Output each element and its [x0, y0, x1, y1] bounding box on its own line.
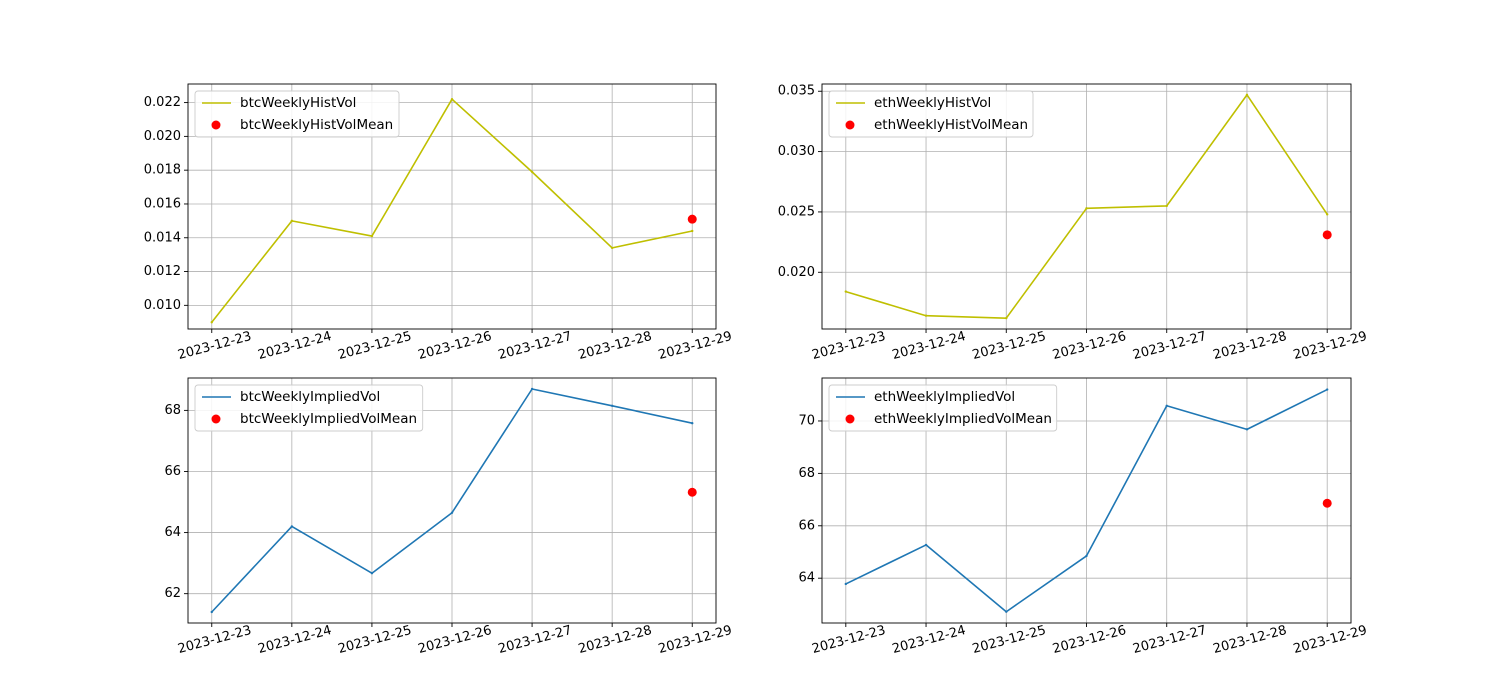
mean-point — [1322, 230, 1332, 240]
y-tick-label: 0.012 — [144, 264, 181, 279]
y-tick-label: 70 — [798, 413, 815, 428]
y-tick-label: 0.025 — [778, 204, 815, 219]
series-point — [1326, 213, 1329, 216]
legend-marker-swatch — [845, 414, 855, 424]
series-point — [290, 525, 294, 528]
legend-box — [194, 90, 400, 138]
series-point — [1245, 93, 1249, 97]
legend-marker-swatch — [845, 120, 855, 130]
y-tick-label: 66 — [798, 518, 815, 533]
mean-point — [687, 214, 697, 224]
series-point — [924, 543, 928, 547]
series-point — [691, 229, 694, 233]
y-tick-label: 0.022 — [144, 95, 181, 110]
legend-label: ethWeeklyImpliedVolMean — [874, 411, 1052, 427]
legend-label: btcWeeklyHistVol — [240, 95, 356, 111]
series-point — [1085, 207, 1088, 210]
series-point — [290, 219, 294, 223]
mean-point — [1322, 498, 1332, 508]
legend-label: ethWeeklyHistVol — [874, 95, 991, 111]
legend-label: ethWeeklyHistVolMean — [874, 117, 1028, 133]
legend-label: btcWeeklyImpliedVol — [240, 389, 380, 405]
y-tick-label: 62 — [164, 586, 181, 601]
series-point — [844, 582, 848, 586]
y-tick-label: 0.030 — [778, 144, 815, 159]
series-point — [691, 422, 694, 425]
series-point — [370, 572, 374, 575]
series-point — [610, 404, 614, 407]
series-point — [1245, 428, 1249, 431]
series-point — [924, 314, 928, 317]
legend-label: btcWeeklyHistVolMean — [240, 117, 393, 133]
series-point — [1005, 316, 1008, 320]
legend-marker-swatch — [211, 414, 221, 424]
series-point — [210, 321, 213, 324]
series-point — [530, 170, 534, 174]
y-tick-label: 68 — [798, 466, 815, 481]
y-tick-label: 0.014 — [144, 230, 181, 245]
legend-marker-swatch — [211, 120, 221, 130]
series-point — [1005, 610, 1008, 613]
y-tick-label: 0.020 — [144, 129, 181, 144]
series-point — [1165, 404, 1168, 407]
y-tick-label: 66 — [164, 464, 181, 479]
y-tick-label: 0.035 — [778, 84, 815, 99]
y-tick-label: 0.010 — [144, 298, 181, 313]
series-point — [1085, 554, 1088, 558]
series-point — [450, 98, 454, 101]
y-tick-label: 68 — [164, 403, 181, 418]
series-point — [210, 610, 213, 614]
series-point — [1165, 204, 1168, 208]
series-point — [370, 234, 374, 238]
series-point — [1326, 388, 1329, 391]
y-tick-label: 64 — [164, 525, 181, 540]
series-point — [844, 290, 848, 293]
series-point — [530, 387, 534, 391]
y-tick-label: 0.020 — [778, 265, 815, 280]
series-point — [610, 246, 614, 250]
series-point — [450, 511, 454, 514]
legend-label: btcWeeklyImpliedVolMean — [240, 411, 417, 427]
legend-box — [828, 90, 1034, 138]
y-tick-label: 64 — [798, 571, 815, 586]
legend-box — [194, 384, 424, 432]
mean-point — [687, 487, 697, 497]
legend-box — [828, 384, 1058, 432]
y-tick-label: 0.016 — [144, 196, 181, 211]
y-tick-label: 0.018 — [144, 163, 181, 178]
legend-label: ethWeeklyImpliedVol — [874, 389, 1015, 405]
